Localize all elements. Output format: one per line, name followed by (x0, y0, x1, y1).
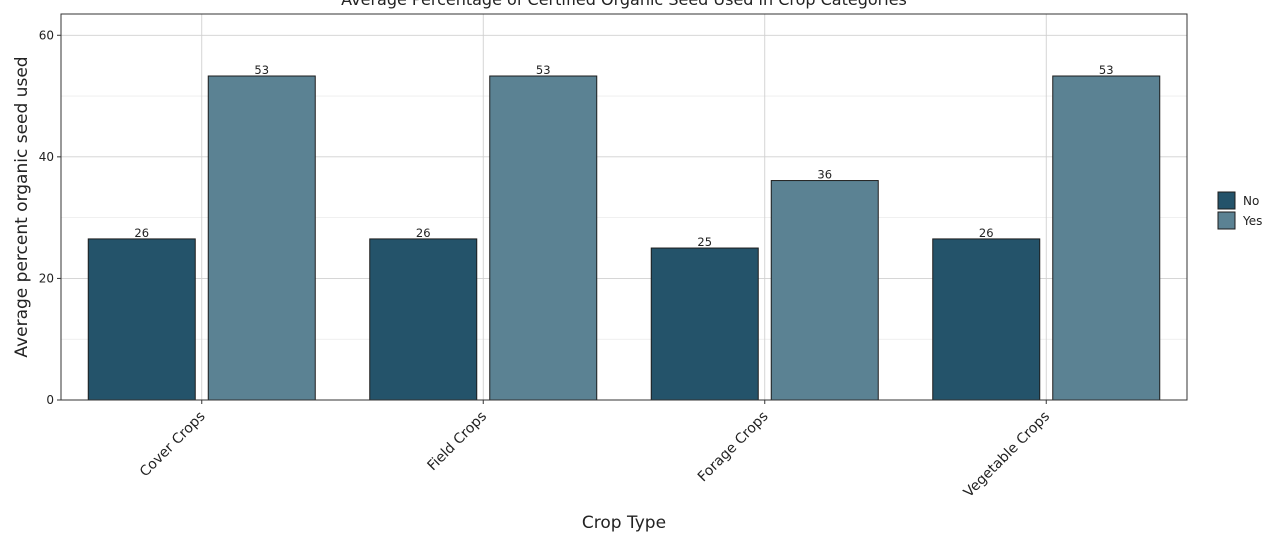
y-tick-label: 0 (46, 393, 54, 407)
bar-yes (207, 75, 316, 401)
chart-title: Average Percentage of Certified Organic … (341, 0, 907, 9)
legend-swatch-no (1217, 191, 1236, 210)
plot-border (60, 13, 1188, 401)
y-tick-label: 40 (39, 150, 54, 164)
bars (87, 75, 1161, 401)
legend: No Yes (1217, 191, 1262, 230)
x-axis-title: Crop Type (582, 513, 666, 533)
bar-no (932, 238, 1041, 401)
bar-no (650, 247, 759, 401)
legend-swatch-yes (1217, 211, 1236, 230)
bar-value-label: 53 (1099, 63, 1114, 77)
y-axis-title: Average percent organic seed used (12, 56, 32, 357)
x-tick-label: Field Crops (425, 409, 491, 475)
bar-value-label: 26 (416, 226, 431, 240)
bar-value-label: 36 (817, 168, 832, 182)
legend-label-yes: Yes (1242, 214, 1262, 228)
bar-value-label: 53 (536, 63, 551, 77)
bar-no (369, 238, 478, 401)
x-tick-label: Cover Crops (137, 409, 209, 481)
data-labels: 26 26 25 26 53 53 36 53 (134, 63, 1113, 249)
bar-value-label: 25 (697, 235, 712, 249)
y-tick-label: 20 (39, 271, 54, 285)
legend-label-no: No (1243, 194, 1259, 208)
bar-no (87, 238, 196, 401)
bar-yes (489, 75, 598, 401)
x-tick-label: Forage Crops (695, 409, 772, 486)
x-tick-label: Vegetable Crops (961, 409, 1053, 501)
bar-value-label: 26 (979, 226, 994, 240)
bar-value-label: 26 (134, 226, 149, 240)
bar-yes (1052, 75, 1161, 401)
y-tick-label: 60 (39, 28, 54, 42)
bar-value-label: 53 (254, 63, 269, 77)
bar-yes (770, 180, 879, 401)
